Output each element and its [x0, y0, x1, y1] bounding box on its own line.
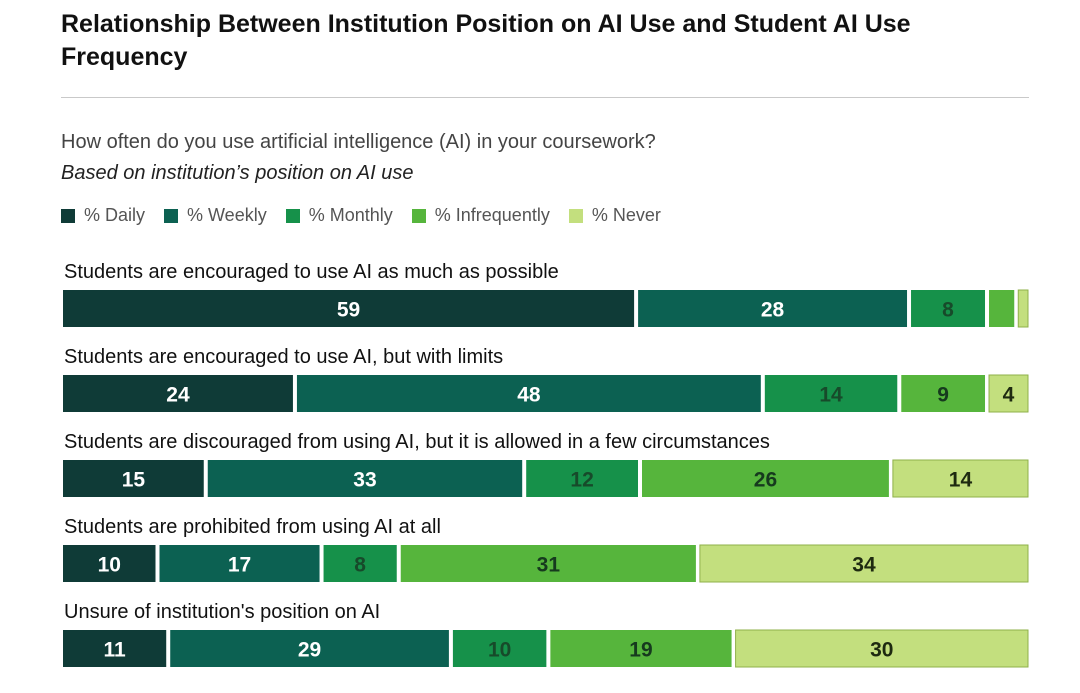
legend-swatch-infrequently — [411, 208, 426, 223]
bar-value-label: 19 — [629, 639, 652, 662]
bar-value-label: 11 — [104, 639, 127, 662]
legend-item-weekly: % Weekly — [164, 205, 267, 226]
chart-question: How often do you use artificial intellig… — [61, 131, 656, 153]
bar-value-label: 9 — [937, 384, 949, 407]
legend-label-weekly: % Weekly — [187, 205, 267, 225]
bar-segment-daily — [63, 460, 204, 497]
bar-segment-monthly — [452, 630, 547, 667]
bar-value-label: 34 — [852, 554, 876, 577]
bar-value-label: 4 — [1003, 384, 1015, 407]
bar-value-label: 12 — [570, 469, 593, 492]
legend-item-daily: % Daily — [61, 205, 145, 226]
bar-segment-daily — [63, 375, 293, 412]
bar-value-label: 10 — [98, 554, 121, 577]
bar-segment-daily — [63, 630, 167, 667]
bar-value-label: 8 — [354, 554, 366, 577]
bar-segment-monthly — [526, 460, 638, 497]
bar-value-label: 31 — [537, 554, 561, 577]
bar-value-label: 10 — [488, 639, 511, 662]
legend: % Daily % Weekly % Monthly % Infrequentl… — [61, 205, 680, 226]
bar-value-label: 33 — [353, 469, 376, 492]
bar-value-label: 8 — [942, 299, 954, 322]
legend-item-never: % Never — [568, 205, 661, 226]
bar-row-5: Unsure of institution's position on AI 11… — [63, 601, 1029, 668]
bar-value-label: 15 — [122, 469, 146, 492]
bar-segment-infrequently — [400, 545, 696, 582]
bar-value-label: 14 — [949, 469, 973, 492]
bar-segment-never — [735, 629, 1029, 668]
bar-segment-weekly — [296, 375, 761, 412]
bar-value-label: 59 — [337, 299, 360, 322]
legend-swatch-never — [568, 208, 583, 223]
bar-value-label: 28 — [761, 299, 785, 322]
bar-value-label: 24 — [166, 384, 190, 407]
bar-value-label: 26 — [754, 469, 777, 492]
bar-segment-infrequently — [550, 630, 732, 667]
bar-segment-weekly — [170, 630, 449, 667]
bar-row-1: Students are encouraged to use AI as muc… — [63, 261, 1029, 328]
chart-subtitle: Based on institution’s position on AI us… — [61, 162, 414, 184]
bar-segment-monthly — [323, 545, 397, 582]
bar-segment-weekly — [638, 290, 908, 327]
bar-segment-weekly — [207, 460, 523, 497]
bar-segment-infrequently — [901, 375, 986, 412]
legend-item-monthly: % Monthly — [285, 205, 393, 226]
legend-swatch-monthly — [285, 208, 300, 223]
bar-segment-infrequently — [642, 460, 889, 497]
legend-label-monthly: % Monthly — [308, 205, 393, 225]
bar-row-3: Students are discouraged from using AI, … — [63, 431, 1029, 498]
legend-item-infrequently: % Infrequently — [411, 205, 550, 226]
bar-row-2: Students are encouraged to use AI, but w… — [63, 346, 1029, 413]
bar-value-label: 30 — [870, 639, 893, 662]
category-label: Unsure of institution's position on AI — [64, 601, 380, 623]
bar-segment-weekly — [159, 545, 320, 582]
chart-title: Relationship Between Institution Positio… — [61, 10, 911, 71]
legend-swatch-weekly — [164, 208, 179, 223]
bar-value-label: 17 — [228, 554, 251, 577]
bar-segment-never — [1017, 289, 1029, 328]
bar-segment-monthly — [911, 290, 986, 327]
bar-segment-monthly — [764, 375, 898, 412]
bar-value-label: 48 — [517, 384, 541, 407]
bar-row-4: Students are prohibited from using AI at… — [63, 516, 1029, 583]
category-label: Students are encouraged to use AI, but w… — [64, 346, 503, 368]
bar-value-label: 29 — [298, 639, 321, 662]
title-divider — [61, 97, 1029, 98]
bar-segment-never — [988, 374, 1029, 413]
bar-segment-infrequently — [989, 290, 1015, 327]
bar-value-label: 14 — [819, 384, 843, 407]
category-label: Students are discouraged from using AI, … — [64, 431, 770, 453]
category-label: Students are prohibited from using AI at… — [64, 516, 441, 538]
bar-segment-daily — [63, 545, 156, 582]
legend-swatch-daily — [61, 208, 75, 223]
bar-segment-never — [699, 544, 1029, 583]
bar-segment-never — [892, 459, 1029, 498]
legend-label-daily: % Daily — [84, 205, 146, 225]
legend-label-never: % Never — [591, 205, 661, 225]
legend-label-infrequently: % Infrequently — [434, 205, 550, 225]
bar-segment-daily — [63, 290, 635, 327]
category-label: Students are encouraged to use AI as muc… — [64, 261, 559, 283]
